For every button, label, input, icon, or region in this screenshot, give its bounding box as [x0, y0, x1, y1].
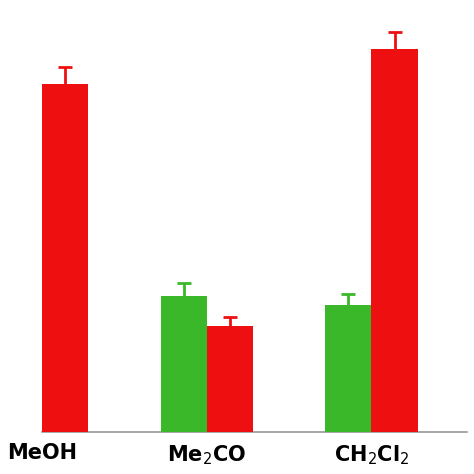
Bar — [42, 83, 88, 432]
Bar — [161, 296, 207, 432]
Bar — [0, 7, 42, 432]
Bar — [325, 305, 372, 432]
Bar — [372, 49, 418, 432]
Bar — [207, 326, 253, 432]
